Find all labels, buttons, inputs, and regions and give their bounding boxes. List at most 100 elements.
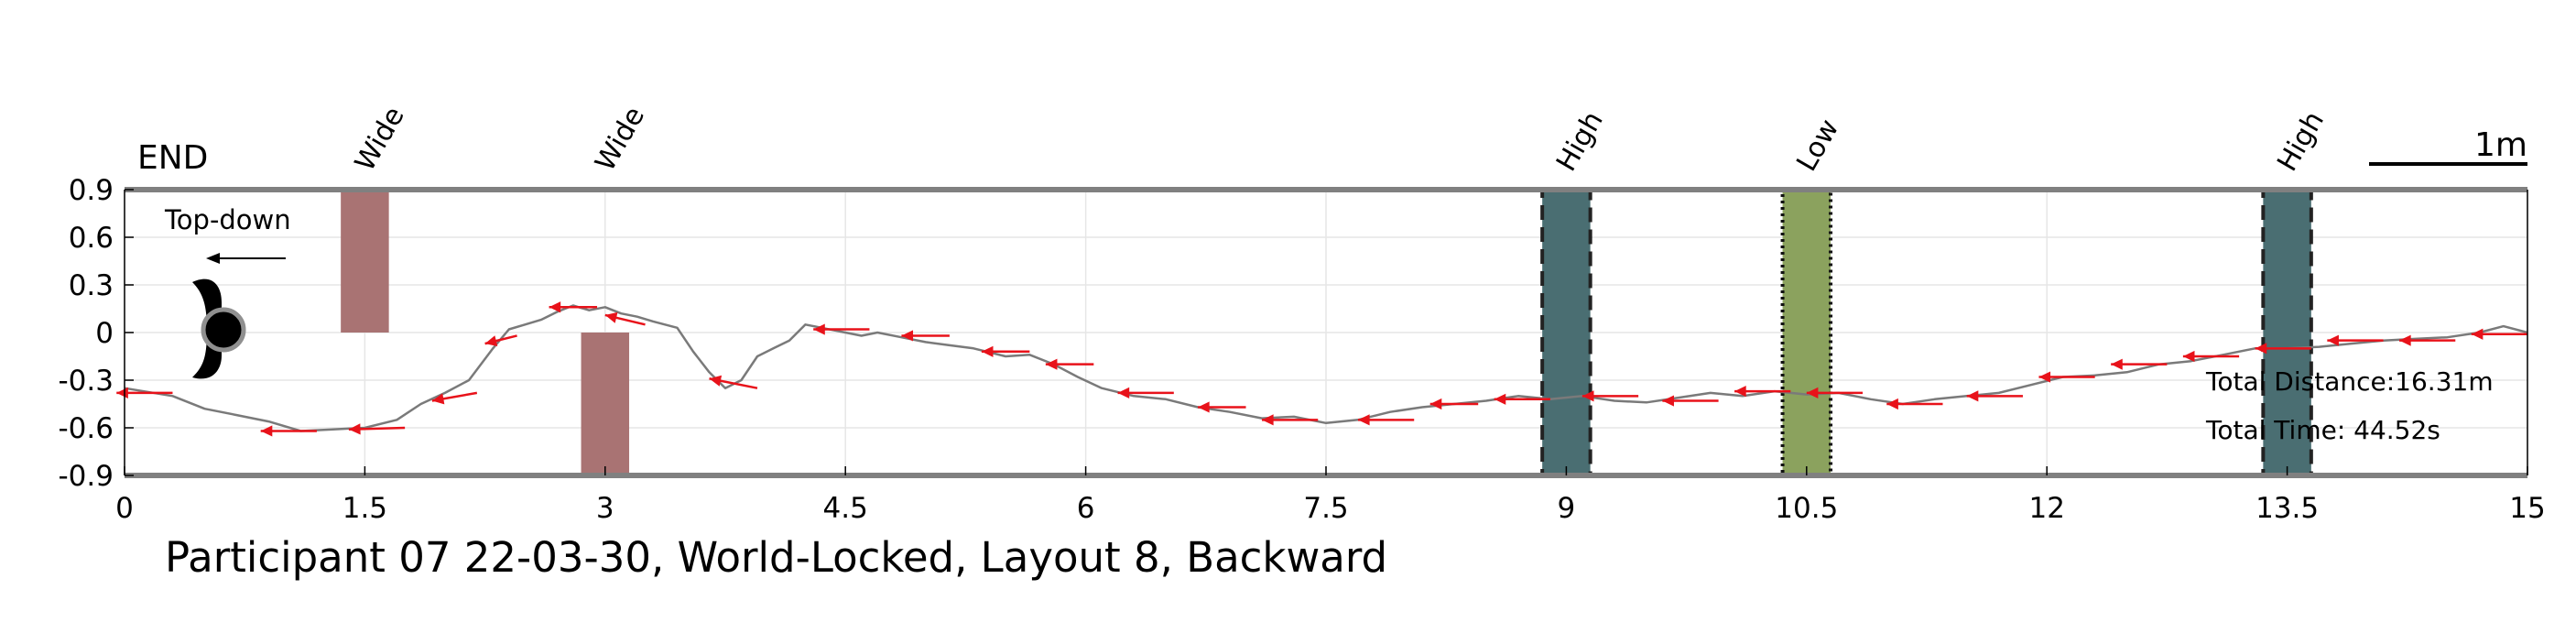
heading-arrow-head [1198, 401, 1210, 413]
heading-arrow-head [116, 387, 128, 398]
heading-arrow [260, 425, 317, 437]
heading-arrow-head [1734, 386, 1746, 398]
obstacle-wide-1 [581, 333, 630, 475]
heading-arrow [1662, 395, 1719, 407]
heading-arrow-head [549, 301, 561, 313]
heading-arrow-head [709, 375, 723, 387]
obstacle-wide-0 [341, 190, 389, 333]
heading-arrow [2182, 350, 2240, 363]
heading-arrow [2255, 343, 2311, 355]
heading-arrow [2111, 358, 2168, 370]
obstacle-label: Wide [349, 102, 411, 177]
end-label: END [137, 139, 208, 177]
heading-arrow [981, 345, 1030, 357]
heading-arrow [2471, 328, 2527, 340]
x-tick-label: 0 [115, 492, 134, 525]
heading-arrow [1262, 414, 1319, 426]
heading-arrow-head [1581, 390, 1594, 402]
x-tick-label: 1.5 [342, 492, 387, 525]
y-axis: 0.9 0.6 0.3 0 -0.3 -0.6 -0.9 [59, 174, 134, 493]
heading-arrow-head [1357, 414, 1370, 426]
obstacle-low-3 [1780, 188, 1833, 477]
heading-arrow [1494, 393, 1550, 405]
heading-arrow-head [901, 330, 914, 342]
heading-arrow-head [1494, 393, 1506, 405]
total-distance: Total Distance:16.31m [2205, 366, 2494, 397]
grid-lines [124, 189, 2528, 476]
walker-head-icon [201, 307, 246, 353]
heading-arrow [813, 323, 870, 335]
heading-arrow-head [1806, 387, 1819, 398]
x-tick-label: 4.5 [823, 492, 868, 525]
obstacle-high-2 [1540, 188, 1592, 477]
x-tick-label: 7.5 [1303, 492, 1348, 525]
x-tick-label: 6 [1077, 492, 1095, 525]
obstacle-label: High [1550, 106, 1610, 177]
heading-arrow [431, 391, 478, 405]
heading-arrow [1198, 401, 1246, 413]
heading-arrow-head [1429, 398, 1442, 410]
heading-arrow [1117, 387, 1174, 398]
heading-arrow-head [2111, 358, 2123, 370]
heading-arrow [2038, 371, 2095, 383]
heading-arrow [1806, 387, 1864, 398]
top-down-inset: Top-down [164, 204, 291, 379]
x-tick-label: 13.5 [2255, 492, 2319, 525]
heading-arrow-head [1886, 398, 1898, 410]
heading-arrow-head [2038, 371, 2051, 383]
obstacle-label: Low [1790, 114, 1845, 177]
heading-arrow-head [484, 335, 498, 347]
obstacle-labels: Wide Wide High Low High [349, 102, 2331, 177]
y-tick-label: -0.3 [59, 365, 114, 398]
heading-arrow [2327, 334, 2384, 346]
x-tick-label: 9 [1558, 492, 1576, 525]
heading-arrow [604, 311, 646, 326]
inset-label: Top-down [164, 204, 291, 235]
heading-arrow-head [2471, 328, 2484, 340]
y-tick-label: 0 [95, 317, 114, 350]
heading-arrow-head [348, 423, 361, 435]
heading-arrow [1886, 398, 1943, 410]
heading-arrow-head [260, 425, 273, 437]
heading-arrow [1045, 358, 1094, 370]
x-tick-label: 3 [596, 492, 614, 525]
total-time: Total Time: 44.52s [2205, 415, 2440, 445]
chart-title: Participant 07 22-03-30, World-Locked, L… [165, 533, 1387, 582]
heading-arrow-head [431, 393, 445, 405]
heading-arrow [1357, 414, 1415, 426]
y-tick-label: -0.9 [59, 460, 114, 493]
heading-arrow [484, 334, 517, 347]
heading-arrow-head [2255, 343, 2267, 355]
heading-arrow-head [2327, 334, 2339, 346]
heading-arrow-head [813, 323, 825, 335]
heading-arrow [549, 301, 598, 313]
heading-arrow-head [604, 311, 618, 323]
heading-arrow [901, 330, 950, 342]
y-tick-label: 0.9 [69, 174, 114, 207]
heading-arrow-head [1117, 387, 1130, 398]
x-tick-label: 10.5 [1775, 492, 1838, 525]
obstacle-label: Wide [589, 102, 651, 177]
heading-arrow [348, 423, 406, 435]
heading-arrow-layer [116, 301, 2527, 437]
heading-arrow-head [1966, 390, 1979, 402]
obstacle-layer [341, 188, 2313, 477]
inset-arrowhead [206, 253, 220, 264]
heading-arrow-head [1662, 395, 1674, 407]
obstacle-label: High [2271, 106, 2331, 177]
heading-arrow-head [2399, 334, 2411, 346]
heading-arrow [1429, 398, 1479, 410]
scale-bar-label: 1m [2474, 126, 2527, 164]
heading-arrow-head [981, 345, 994, 357]
heading-arrow [709, 375, 758, 389]
heading-arrow [1734, 386, 1791, 398]
y-tick-label: 0.3 [69, 269, 114, 302]
heading-arrow-head [1262, 414, 1274, 426]
x-axis: 0 1.5 3 4.5 6 7.5 9 10.5 12 13.5 15 [115, 466, 2546, 525]
heading-arrow [2399, 334, 2456, 346]
y-tick-label: 0.6 [69, 222, 114, 255]
heading-arrow [1966, 390, 2023, 402]
x-tick-label: 15 [2509, 492, 2545, 525]
x-tick-label: 12 [2028, 492, 2064, 525]
y-tick-label: -0.6 [59, 412, 114, 445]
